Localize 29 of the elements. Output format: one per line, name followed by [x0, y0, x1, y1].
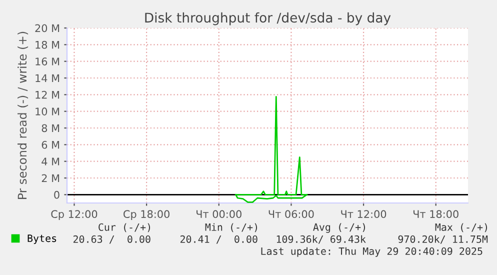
legend-label: Bytes — [28, 234, 56, 244]
text: 970.20k/ 11.75M — [398, 235, 488, 244]
y-tick-label: 14 M — [36, 74, 60, 82]
x-tick-label: Чт 06:00 — [268, 210, 314, 218]
y-tick-label: 0 — [54, 190, 60, 199]
y-tick-label: 6 M — [42, 140, 60, 149]
y-tick-label: 10 M — [36, 108, 60, 116]
x-tick-label: Ср 18:00 — [124, 210, 170, 220]
x-tick-label: Чт 00:00 — [196, 210, 242, 218]
x-tick-label: Чт 18:00 — [413, 210, 458, 218]
y-tick-label: 4 M — [42, 158, 60, 166]
x-tick-label: Чт 12:00 — [341, 210, 386, 218]
text: Avg (-/+) — [313, 223, 366, 233]
y-tick-label: 18 M — [36, 40, 60, 49]
y-tick-label: 16 M — [36, 58, 60, 66]
text: Min (-/+) — [205, 223, 258, 232]
x-tick-label: Ср 12:00 — [51, 210, 98, 220]
text: Cur (-/+) — [98, 223, 150, 232]
y-axis-title: Pr second read (-) / write (+) — [18, 32, 28, 199]
y-tick-label: 20 M — [35, 24, 60, 32]
text: 20.63 / 0.00 — [73, 235, 150, 244]
text: 20.41 / 0.00 — [180, 235, 258, 244]
chart-title: Disk throughput for /dev/sda - by day — [145, 12, 391, 26]
y-tick-label: 12 M — [36, 90, 60, 99]
y-tick-label: 2 M — [42, 174, 60, 182]
text: 109.36k/ 69.43k — [276, 235, 366, 244]
text: Last update: Thu May 29 20:40:09 2025 — [261, 247, 482, 257]
y-tick-label: 8 M — [42, 124, 60, 132]
text: Max (-/+) — [435, 223, 488, 232]
